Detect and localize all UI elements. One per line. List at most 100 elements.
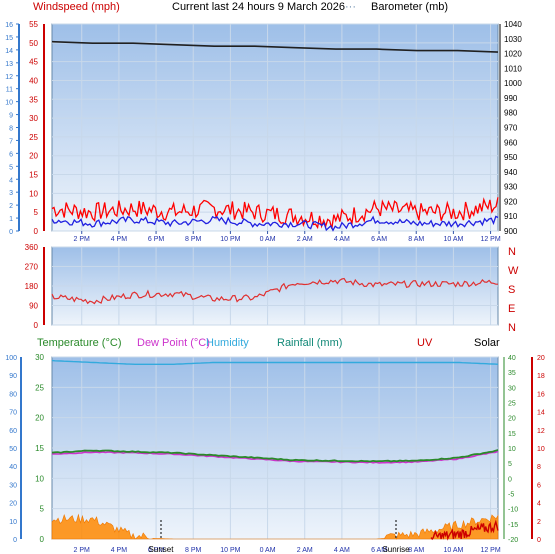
humidity-tick-label: 70 — [9, 410, 17, 417]
barometer-tick-label: 930 — [504, 183, 518, 192]
compass-label: W — [508, 265, 519, 277]
wind-direction-line — [51, 277, 498, 305]
beaufort-tick-label: 2 — [9, 203, 13, 210]
uv-tick-label: 8 — [537, 464, 541, 471]
uv-tick-label: 10 — [537, 446, 545, 453]
chart-title: Current last 24 hours 9 March 2026 — [172, 1, 345, 13]
wind-tick-label: 50 — [29, 39, 38, 48]
wind-tick-label: 20 — [29, 152, 38, 161]
time-label: 6 AM — [371, 236, 387, 243]
uv-tick-label: 20 — [537, 355, 545, 362]
rain-tick-label: 35 — [508, 370, 516, 377]
time-label: 4 AM — [334, 547, 350, 554]
uv-tick-label: 4 — [537, 501, 541, 508]
beaufort-tick-label: 6 — [9, 151, 13, 158]
time-label: 2 PM — [74, 547, 91, 554]
wind-tick-label: 30 — [29, 114, 38, 123]
beaufort-tick-label: 14 — [5, 48, 13, 55]
humidity-tick-label: 10 — [9, 519, 17, 526]
temperature-axes: 0102030405060708090100051015202530-20-15… — [5, 353, 545, 544]
uv-tick-label: 14 — [537, 410, 545, 417]
temperature-tick-label: 30 — [35, 353, 44, 362]
temperature-series — [51, 359, 499, 541]
time-label: 2 AM — [297, 547, 313, 554]
barometer-tick-label: 980 — [504, 109, 518, 118]
time-label: 0 AM — [260, 547, 276, 554]
direction-tick-label: 270 — [25, 263, 39, 272]
beaufort-tick-label: 13 — [5, 61, 13, 68]
wind-tick-label: 10 — [29, 189, 38, 198]
barometer-label: Barometer (mb) — [371, 1, 448, 13]
windspeed-label: Windspeed (mph) — [33, 1, 120, 13]
time-label: 10 AM — [443, 547, 463, 554]
wind-tick-label: 15 — [29, 171, 38, 180]
rain-tick-label: 30 — [508, 385, 516, 392]
temperature-time-axis: 2 PM 4 PM 6 PM 8 PM 10 PM 0 AM 2 AM 4 AM 6 AM 8 A… — [74, 547, 501, 554]
time-label: 4 PM — [111, 547, 128, 554]
uv-label: UV — [417, 337, 433, 349]
temperature-tick-label: 0 — [40, 535, 45, 544]
uv-tick-label: 18 — [537, 373, 545, 380]
barometer-tick-label: 1020 — [504, 50, 522, 59]
wind-average-line — [51, 215, 499, 232]
wind-time-axis: 2 PM 4 PM 6 PM 8 PM 10 PM 0 AM 2 AM 4 AM 6 AM 8 A… — [74, 231, 501, 243]
rain-tick-label: -15 — [508, 522, 518, 529]
rain-tick-label: 20 — [508, 416, 516, 423]
beaufort-tick-label: 1 — [9, 216, 13, 223]
barometer-tick-label: 910 — [504, 212, 518, 221]
sunrise-label: Sunrise — [382, 545, 410, 554]
time-label: 6 PM — [148, 547, 165, 554]
time-label: 8 AM — [408, 547, 424, 554]
beaufort-tick-label: 9 — [9, 113, 13, 120]
barometer-tick-label: 1000 — [504, 79, 522, 88]
humidity-tick-label: 30 — [9, 482, 17, 489]
humidity-tick-label: 20 — [9, 501, 17, 508]
sunset-label: Sunset — [149, 545, 175, 554]
compass-label: S — [508, 284, 515, 296]
uv-tick-label: 0 — [537, 537, 541, 544]
solar-label: Solar — [474, 337, 500, 349]
time-label: 6 AM — [371, 547, 387, 554]
direction-series — [51, 277, 498, 305]
uv-tick-label: 16 — [537, 391, 545, 398]
barometer-legend-dash: ··· — [345, 1, 356, 13]
humidity-label: Humidity — [206, 337, 249, 349]
rain-tick-label: -5 — [508, 492, 514, 499]
humidity-tick-label: 100 — [5, 355, 17, 362]
beaufort-tick-label: 11 — [6, 87, 13, 94]
direction-tick-label: 90 — [29, 302, 38, 311]
barometer-tick-label: 1010 — [504, 64, 522, 73]
uv-tick-label: 6 — [537, 482, 541, 489]
temperature-tick-label: 25 — [35, 383, 44, 392]
wind-gust-line — [51, 197, 499, 230]
humidity-tick-label: 0 — [13, 537, 17, 544]
direction-grid — [52, 246, 498, 326]
beaufort-tick-label: 16 — [5, 22, 13, 29]
wind-tick-label: 5 — [34, 208, 39, 217]
temperature-label: Temperature (°C) — [37, 337, 121, 349]
time-label: 10 PM — [220, 547, 240, 554]
wind-tick-label: 45 — [29, 58, 38, 67]
humidity-tick-label: 40 — [9, 464, 17, 471]
direction-tick-label: 0 — [34, 321, 39, 330]
direction-tick-label: 360 — [25, 243, 39, 252]
time-label: 2 AM — [297, 236, 313, 243]
barometer-tick-label: 950 — [504, 153, 518, 162]
rain-tick-label: 25 — [508, 401, 516, 408]
beaufort-tick-label: 10 — [5, 100, 13, 107]
rainfall-label: Rainfall (mm) — [277, 337, 342, 349]
compass-label: N — [508, 322, 516, 334]
compass-label: N — [508, 246, 516, 258]
time-label: 10 PM — [220, 236, 240, 243]
rain-tick-label: 0 — [508, 476, 512, 483]
time-label: 8 AM — [408, 236, 424, 243]
wind-tick-label: 55 — [29, 20, 38, 29]
barometer-line — [51, 40, 499, 53]
barometer-tick-label: 970 — [504, 124, 518, 133]
beaufort-tick-label: 15 — [5, 35, 13, 42]
barometer-tick-label: 900 — [504, 227, 518, 236]
wind-barometer-plot — [51, 23, 499, 232]
beaufort-tick-label: 7 — [9, 138, 13, 145]
wind-tick-label: 25 — [29, 133, 38, 142]
